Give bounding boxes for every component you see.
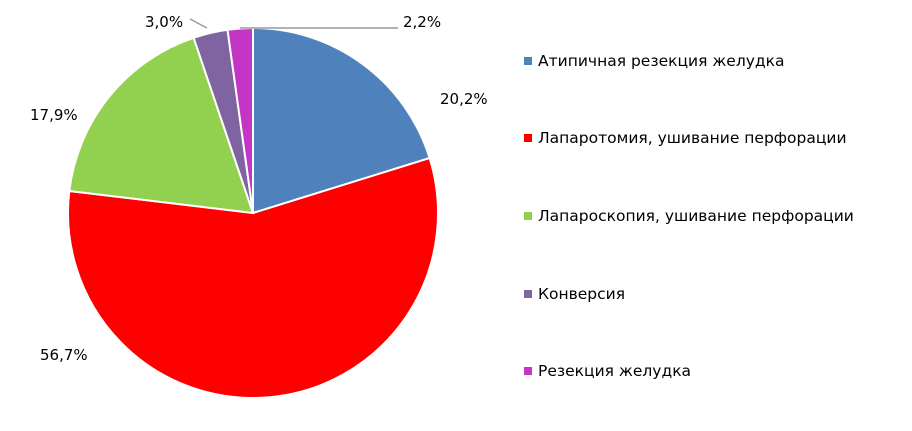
legend-label: Лапароскопия, ушивание перфорации xyxy=(538,207,854,225)
leader-line xyxy=(189,18,208,29)
data-label: 20,2% xyxy=(440,90,488,108)
legend-label: Конверсия xyxy=(538,285,626,303)
legend-label: Резекция желудка xyxy=(538,362,692,380)
legend-item: Резекция желудка xyxy=(524,362,691,380)
legend-label: Атипичная резекция желудка xyxy=(538,52,785,70)
legend-item: Атипичная резекция желудка xyxy=(524,52,785,70)
pie-slice xyxy=(67,156,439,399)
pie-slice xyxy=(68,36,255,215)
legend-item: Конверсия xyxy=(524,285,625,303)
legend-swatch xyxy=(524,57,532,65)
data-label: 2,2% xyxy=(403,13,441,31)
legend-label: Лапаротомия, ушивание перфорации xyxy=(538,129,847,147)
pie-slice xyxy=(252,26,431,215)
legend-item: Лапаротомия, ушивание перфорации xyxy=(524,129,847,147)
legend-swatch xyxy=(524,134,532,142)
data-label: 56,7% xyxy=(40,346,88,364)
legend-swatch xyxy=(524,212,532,220)
legend-swatch xyxy=(524,367,532,375)
legend-swatch xyxy=(524,290,532,298)
data-label: 3,0% xyxy=(145,13,183,31)
legend-item: Лапароскопия, ушивание перфорации xyxy=(524,207,854,225)
data-label: 17,9% xyxy=(30,106,78,124)
